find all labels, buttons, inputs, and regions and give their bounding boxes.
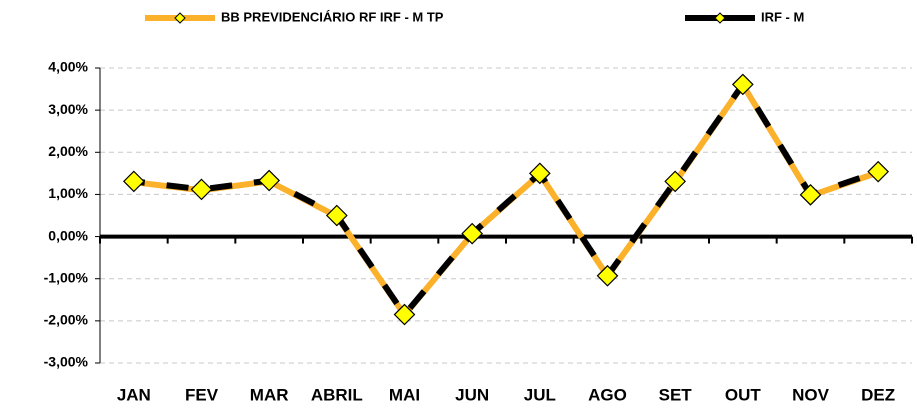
y-tick-label: 4,00% — [48, 59, 88, 75]
y-tick-label: 3,00% — [48, 101, 88, 117]
y-tick-label: 1,00% — [48, 185, 88, 201]
point-marker — [122, 170, 145, 193]
point-marker — [258, 169, 281, 192]
x-tick-label: JUL — [524, 385, 556, 404]
y-tick-label: -2,00% — [44, 312, 89, 328]
x-tick-label: SET — [659, 385, 693, 404]
x-tick-label: AGO — [588, 385, 627, 404]
point-marker — [190, 178, 213, 201]
point-marker — [799, 184, 822, 206]
x-tick-label: OUT — [725, 385, 762, 404]
point-marker — [664, 170, 687, 193]
x-tick-label: DEZ — [861, 385, 895, 404]
legend-marker — [174, 12, 186, 24]
point-marker — [528, 162, 551, 185]
legend-label: BB PREVIDENCIÁRIO RF IRF - M TP — [221, 9, 444, 24]
x-tick-label: FEV — [185, 385, 219, 404]
point-marker — [596, 264, 619, 287]
x-tick-label: NOV — [792, 385, 830, 404]
point-marker — [867, 160, 890, 183]
x-tick-label: MAI — [389, 385, 420, 404]
legend-label: IRF - M — [761, 9, 804, 24]
point-marker — [325, 204, 348, 227]
x-tick-label: MAR — [250, 385, 289, 404]
y-tick-label: 0,00% — [48, 227, 88, 243]
x-tick-label: ABRIL — [311, 385, 363, 404]
y-tick-label: -3,00% — [44, 354, 89, 370]
series-line — [133, 81, 880, 318]
y-tick-label: 2,00% — [48, 143, 88, 159]
point-marker — [731, 73, 754, 96]
x-tick-label: JUN — [455, 385, 489, 404]
y-tick-label: -1,00% — [44, 269, 89, 285]
legend-marker — [714, 12, 726, 24]
point-marker — [393, 303, 416, 326]
point-marker — [461, 222, 484, 245]
x-tick-label: JAN — [117, 385, 151, 404]
